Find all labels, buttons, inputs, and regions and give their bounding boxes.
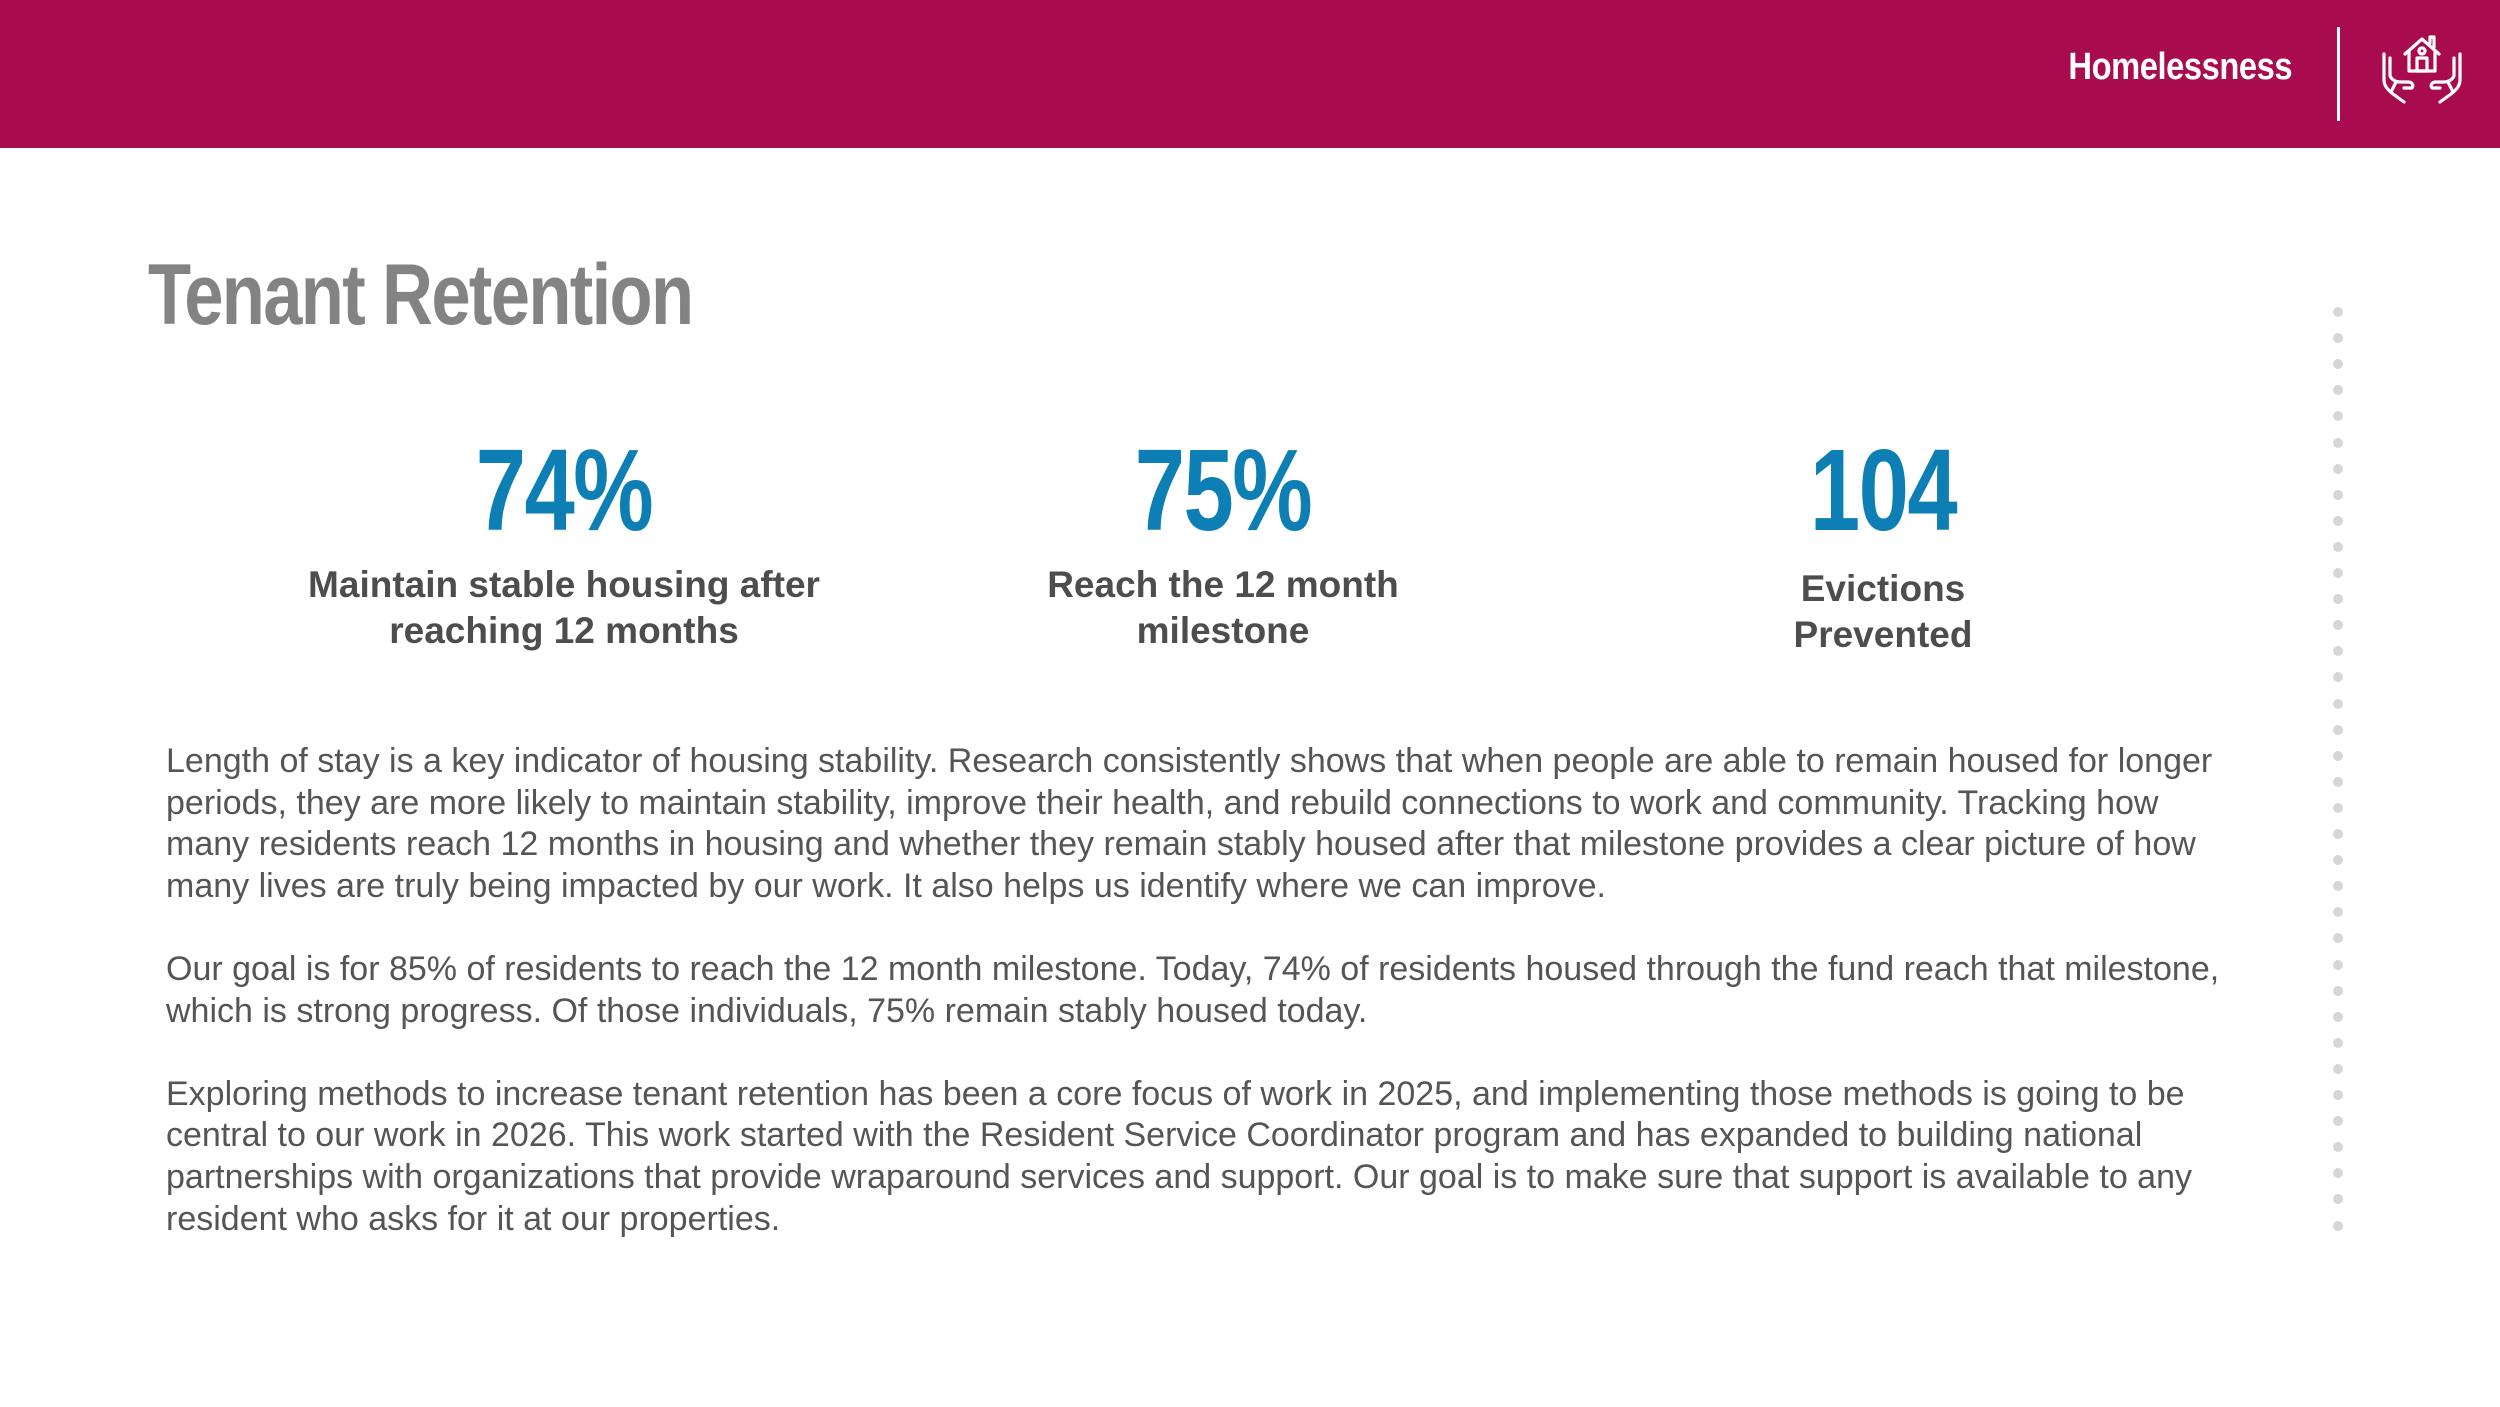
divider-dot (2333, 359, 2343, 370)
divider-dot (2333, 646, 2343, 657)
divider-dot (2333, 881, 2343, 892)
divider-dot (2333, 750, 2343, 761)
hands-holding-house-icon (2382, 35, 2462, 104)
divider-dot (2333, 541, 2343, 552)
divider-dot (2333, 724, 2343, 735)
divider-dot (2333, 463, 2343, 474)
divider-dot (2333, 1194, 2343, 1205)
stat-value: 104 (1809, 425, 1958, 555)
divider-dot (2333, 437, 2343, 448)
divider-dot (2333, 698, 2343, 709)
divider-dot (2333, 1090, 2343, 1100)
body-paragraph: Our goal is for 85% of residents to reac… (166, 949, 2220, 1030)
stat-value: 74% (475, 425, 654, 555)
stat-label: Evictions Prevented (1563, 566, 2203, 658)
divider-dot (2333, 620, 2343, 631)
divider-dot (2333, 1011, 2343, 1022)
stat-label-line: reaching 12 months (389, 610, 739, 651)
stat-label-line: milestone (1136, 610, 1310, 651)
divider-dot (2333, 985, 2343, 996)
stat-stable-housing: 74% Maintain stable housing after reachi… (244, 432, 884, 654)
stat-label: Maintain stable housing after reaching 1… (244, 562, 884, 654)
divider-dot (2333, 1063, 2343, 1074)
divider-dot (2333, 489, 2343, 500)
divider-dot (2333, 1168, 2343, 1179)
stat-label-line: Evictions (1800, 568, 1966, 609)
divider-dot (2333, 411, 2343, 422)
body-paragraph: Exploring methods to increase tenant ret… (166, 1074, 2192, 1238)
divider-dot (2333, 672, 2343, 683)
divider-dot (2333, 802, 2343, 813)
divider-dot (2333, 333, 2343, 344)
stat-evictions-prevented: 104 Evictions Prevented (1563, 432, 2203, 658)
body-paragraph: Length of stay is a key indicator of hou… (166, 742, 2213, 905)
stat-label-line: Maintain stable housing after (308, 564, 820, 605)
divider-dot (2333, 959, 2343, 970)
divider-dot (2333, 1116, 2343, 1127)
stat-value: 75% (1134, 425, 1313, 555)
divider-dot (2333, 855, 2343, 866)
stat-12-month-milestone: 75% Reach the 12 month milestone (903, 432, 1543, 654)
stat-label: Reach the 12 month milestone (903, 562, 1543, 654)
divider-dot (2333, 829, 2343, 839)
divider-dot (2333, 307, 2343, 317)
divider-dot (2333, 515, 2343, 526)
divider-dot (2333, 1142, 2343, 1153)
header-bar: Homelessness (0, 0, 2500, 148)
body-text: Length of stay is a key indicator of hou… (166, 741, 2236, 1282)
section-label: Homelessness (2068, 46, 2292, 88)
stat-label-line: Reach the 12 month (1047, 564, 1399, 605)
divider-dot (2333, 568, 2343, 578)
divider-dot (2333, 385, 2343, 396)
divider-dot (2333, 594, 2343, 605)
divider-dot (2333, 907, 2343, 918)
divider-dot (2333, 1037, 2343, 1048)
stat-label-line: Prevented (1793, 614, 1973, 655)
divider-dot (2333, 1220, 2343, 1231)
divider-dot (2333, 933, 2343, 944)
dotted-divider (2333, 307, 2343, 1243)
divider-dot (2333, 776, 2343, 787)
page-title: Tenant Retention (148, 247, 694, 343)
header-divider (2337, 27, 2340, 121)
